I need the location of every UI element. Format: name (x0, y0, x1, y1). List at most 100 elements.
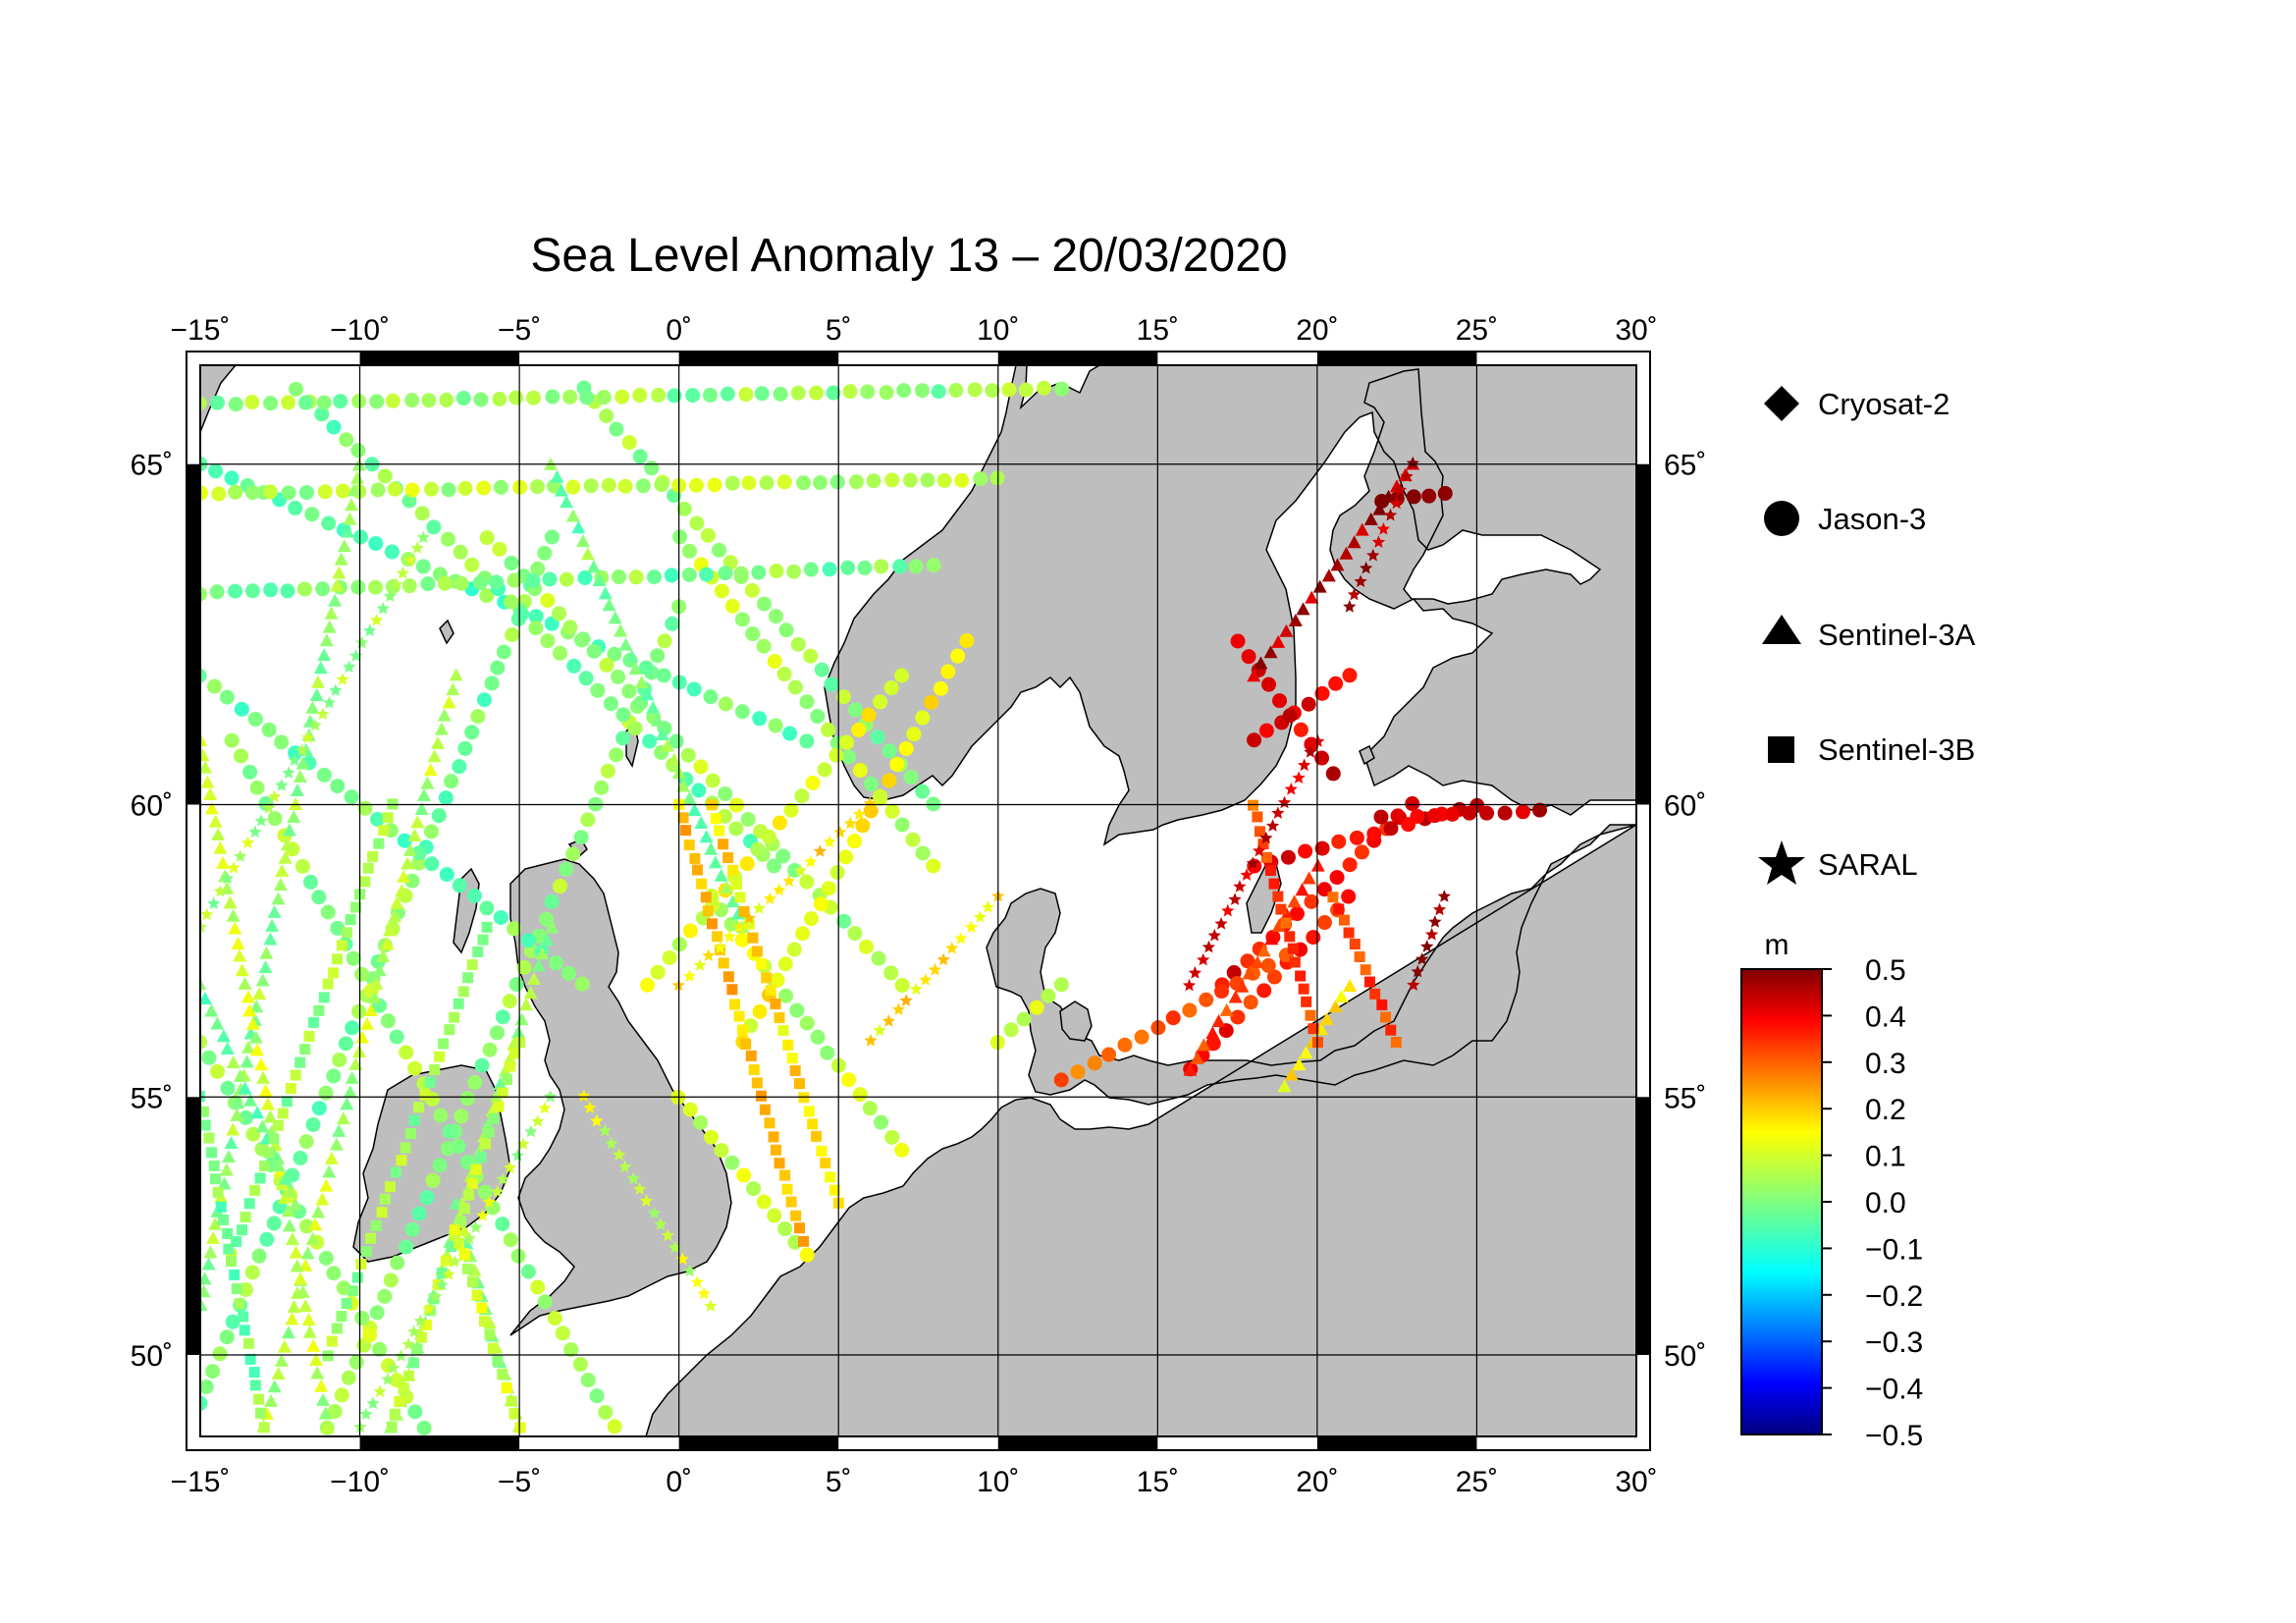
track-point (437, 575, 453, 591)
track-point (288, 500, 303, 515)
track-point (640, 977, 656, 993)
track-point (858, 939, 874, 954)
track-point (583, 478, 599, 494)
track-point (728, 821, 744, 837)
track-point (1117, 1037, 1133, 1053)
track-point (873, 694, 888, 710)
track-point (433, 1108, 449, 1123)
track-point (351, 394, 367, 409)
track-point (511, 1025, 526, 1039)
diamond-icon (1764, 386, 1799, 421)
track-point (338, 1036, 353, 1052)
track-point (1221, 903, 1235, 917)
track-point (891, 1002, 906, 1015)
track-point (492, 541, 507, 557)
track-point (1319, 1011, 1334, 1025)
track-point (646, 569, 662, 585)
track-point (200, 1271, 212, 1285)
track-point (211, 486, 227, 502)
track-point (422, 1302, 436, 1315)
track-point (1256, 944, 1271, 957)
track-point (386, 1421, 398, 1433)
lon-tick-label-bottom: 0˚ (666, 1466, 692, 1498)
track-point (400, 856, 415, 870)
track-point (385, 393, 400, 408)
track-point (350, 579, 366, 595)
track-point (508, 390, 524, 406)
legend-label: Sentinel-3A (1818, 618, 1976, 652)
track-point (408, 1114, 420, 1126)
track-point (334, 1387, 349, 1403)
track-point (248, 1367, 260, 1379)
track-point (863, 796, 877, 810)
colorbar-ticks: 0.5 0.4 0.3 0.2 0.1 0.0 −0.1 −0.2 −0.3 −0.4 −0.5 (1822, 954, 1923, 1452)
lat-tick-label-left: 50˚ (131, 1340, 173, 1373)
track-point (416, 1420, 432, 1435)
track-point (275, 863, 290, 877)
track-point (484, 1328, 496, 1340)
track-point (1406, 456, 1419, 469)
track-point (249, 1184, 261, 1196)
track-point (263, 582, 279, 598)
track-point (724, 598, 740, 614)
track-point (1199, 992, 1214, 1007)
track-point (497, 1368, 508, 1380)
track-point (702, 905, 714, 917)
track-point (451, 1138, 466, 1154)
track-point (782, 1039, 794, 1051)
track-point (906, 727, 922, 742)
lon-tick-label-bottom: 25˚ (1456, 1466, 1498, 1498)
track-point (456, 1223, 471, 1237)
track-point (1188, 966, 1202, 979)
track-point (322, 620, 337, 633)
track-point (752, 711, 768, 727)
track-point (600, 763, 615, 779)
track-point (776, 474, 792, 490)
track-point (964, 920, 979, 934)
track-point (1243, 995, 1258, 1010)
track-point (285, 1083, 296, 1095)
track-point (473, 392, 489, 407)
track-point (562, 389, 578, 405)
track-point (696, 878, 708, 890)
track-point (423, 481, 439, 497)
track-point (1205, 1036, 1221, 1052)
track-point (369, 394, 385, 409)
track-point (724, 1155, 740, 1170)
track-point (580, 547, 595, 561)
track-point (881, 773, 897, 788)
track-point (290, 784, 304, 797)
track-point (1424, 927, 1439, 941)
track-point (455, 1243, 469, 1257)
track-point (967, 382, 983, 398)
track-point (734, 932, 750, 947)
track-point (624, 649, 639, 663)
track-point (506, 1395, 517, 1407)
track-point (378, 825, 390, 837)
track-point (351, 1271, 363, 1283)
track-point (608, 611, 622, 624)
track-point (508, 977, 524, 993)
track-point (234, 701, 249, 717)
track-point (699, 567, 715, 582)
track-point (208, 463, 224, 479)
track-point (989, 470, 1005, 486)
track-point (1296, 602, 1310, 616)
track-point (238, 1311, 249, 1323)
track-point (221, 1150, 236, 1163)
track-point (367, 850, 379, 862)
track-point (799, 733, 815, 749)
track-point (1214, 917, 1228, 930)
track-point (322, 1350, 334, 1362)
track-point (308, 718, 322, 731)
track-point (576, 534, 591, 548)
track-point (469, 1220, 483, 1233)
track-point (565, 846, 581, 862)
track-point (1349, 939, 1361, 950)
track-point (702, 948, 716, 961)
track-point (420, 576, 436, 592)
track-point (1420, 940, 1434, 952)
track-point (203, 1132, 215, 1144)
track-point (288, 753, 301, 767)
track-point (462, 972, 474, 984)
